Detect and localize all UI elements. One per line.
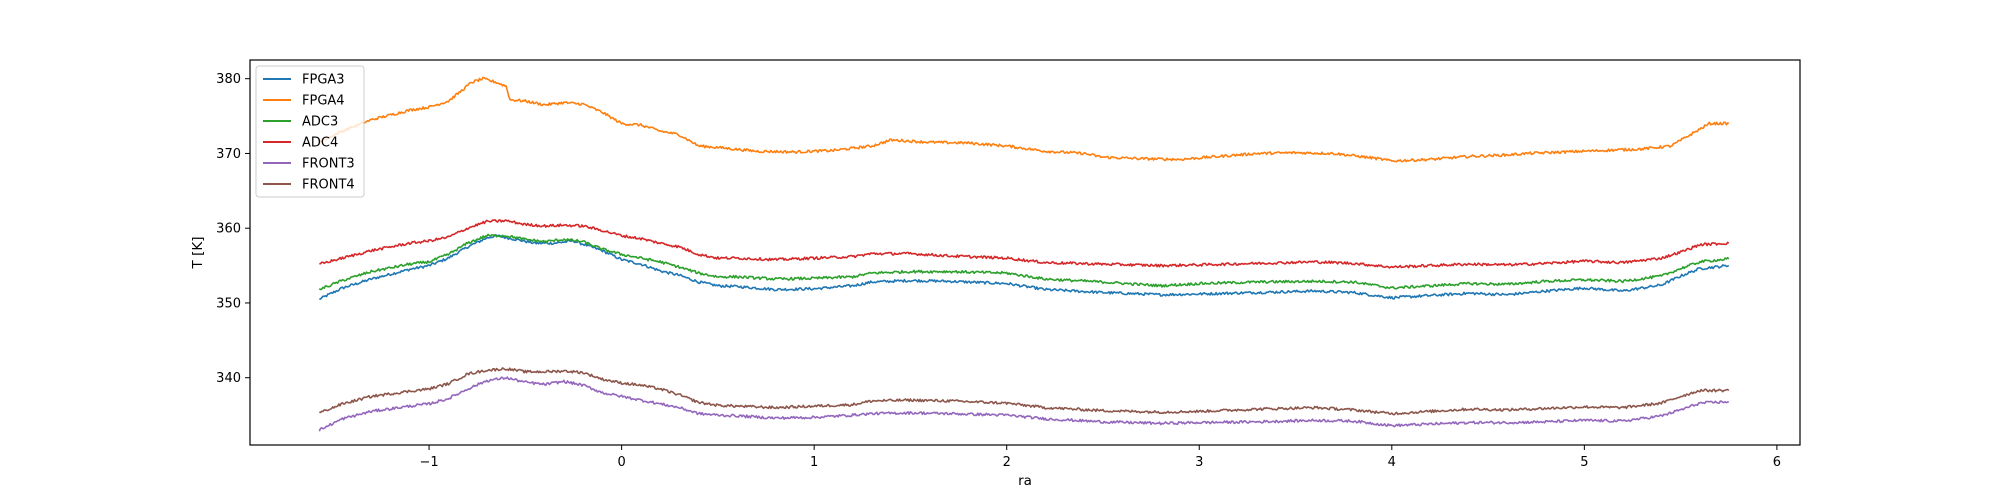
series-line-adc3	[318, 233, 1730, 291]
x-axis: −1 0 1 2 3 4 5 6	[419, 445, 1781, 470]
series-layer	[318, 76, 1730, 432]
y-tick-label: 370	[216, 147, 241, 162]
legend-label-front3: FRONT3	[302, 157, 355, 172]
y-tick-label: 350	[216, 296, 241, 311]
x-axis-label: ra	[1018, 473, 1032, 489]
x-tick-label: 6	[1773, 455, 1781, 470]
series-line-front3	[318, 376, 1730, 432]
x-tick-label: 0	[617, 455, 625, 470]
series-line-fpga3	[319, 233, 1730, 300]
y-tick-label: 340	[216, 371, 241, 386]
legend-label-front4: FRONT4	[302, 178, 355, 193]
series-line-fpga4	[318, 76, 1730, 163]
x-tick-label: 5	[1580, 455, 1588, 470]
series-line-front4	[319, 367, 1730, 416]
series-line-adc4	[319, 219, 1730, 269]
x-tick-label: −1	[419, 455, 438, 470]
y-axis-label: T [K]	[190, 237, 206, 270]
x-tick-label: 3	[1195, 455, 1203, 470]
legend-label-adc4: ADC4	[302, 136, 338, 151]
legend-label-fpga4: FPGA4	[302, 94, 345, 109]
legend: FPGA3 FPGA4 ADC3 ADC4 FRONT3 FRONT4	[255, 65, 365, 198]
legend-label-fpga3: FPGA3	[302, 73, 345, 88]
legend-label-adc3: ADC3	[302, 115, 338, 130]
y-tick-label: 380	[216, 72, 241, 87]
y-tick-label: 360	[216, 222, 241, 237]
y-axis: 340 350 360 370 380	[216, 72, 250, 386]
axes-frame	[249, 59, 1801, 446]
x-tick-label: 2	[1003, 455, 1011, 470]
x-tick-label: 1	[810, 455, 818, 470]
legend-box	[255, 65, 365, 198]
x-tick-label: 4	[1388, 455, 1396, 470]
